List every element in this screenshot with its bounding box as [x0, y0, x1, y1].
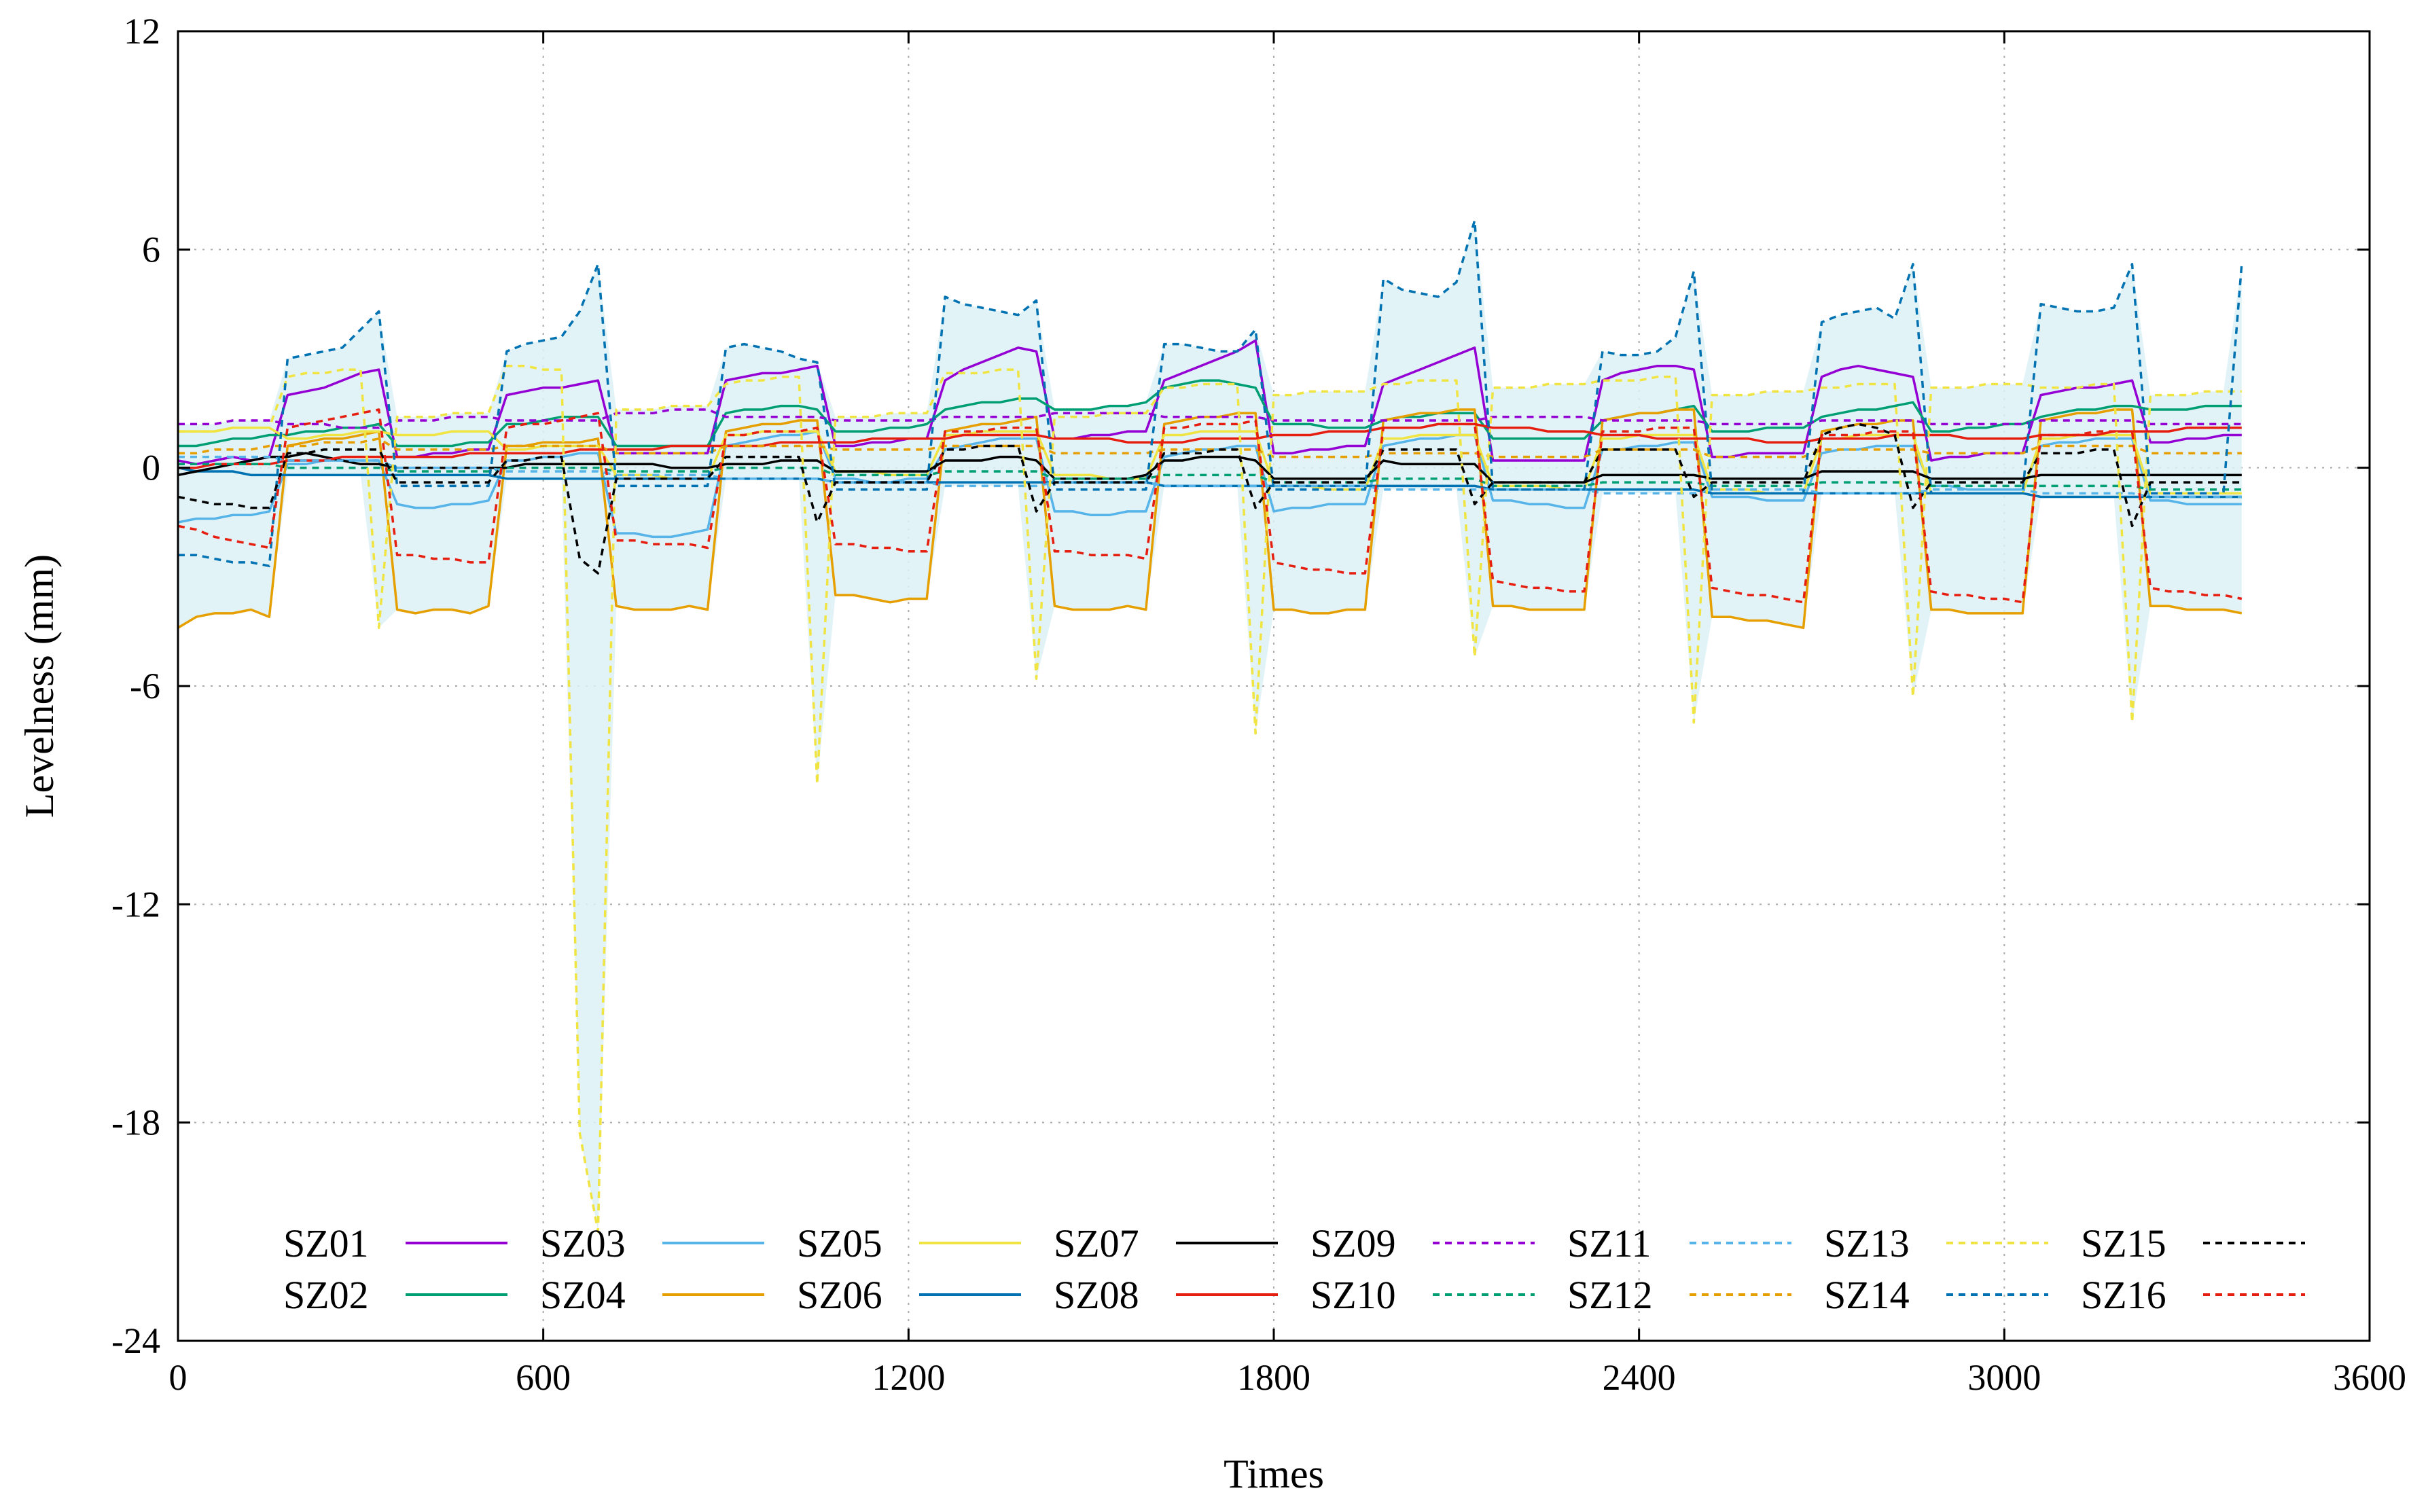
x-tick-label: 1200 [872, 1357, 945, 1398]
legend-label: SZ16 [2081, 1273, 2166, 1317]
y-tick-label: -24 [111, 1320, 160, 1361]
y-tick-label: -12 [111, 884, 160, 924]
series-line-sz13 [178, 364, 2242, 1234]
legend: SZ01 SZ02 SZ03 SZ04 SZ05 SZ06 SZ07 SZ08 SZ09 SZ10… [283, 1221, 2305, 1317]
legend-label: SZ12 [1567, 1273, 1653, 1317]
x-tick-label: 3600 [2333, 1357, 2406, 1398]
legend-label: SZ15 [2081, 1221, 2166, 1265]
legend-label: SZ03 [540, 1221, 626, 1265]
legend-label: SZ09 [1310, 1221, 1396, 1265]
y-axis-title: Levelness (mm) [17, 554, 62, 818]
legend-label: SZ14 [1824, 1273, 1910, 1317]
legend-label: SZ06 [797, 1273, 882, 1317]
x-tick-label: 1800 [1237, 1357, 1310, 1398]
y-tick-label: -18 [111, 1102, 160, 1143]
series-line-sz10 [178, 463, 2242, 491]
y-tick-label: -6 [130, 666, 160, 706]
series-line-sz14 [178, 219, 2243, 568]
series-line-sz11 [178, 455, 2242, 499]
legend-label: SZ07 [1054, 1221, 1139, 1265]
legend-label: SZ10 [1310, 1273, 1396, 1317]
range-envelope [178, 220, 2242, 1232]
series-line-sz15 [177, 422, 2242, 575]
x-axis-title: Times [1224, 1452, 1324, 1496]
legend-label: SZ13 [1824, 1221, 1910, 1265]
x-tick-label: 2400 [1603, 1357, 1676, 1398]
series-line-sz12 [178, 437, 2242, 458]
x-tick-label: 3000 [1967, 1357, 2041, 1398]
legend-label: SZ02 [283, 1273, 369, 1317]
series-line-sz16 [177, 408, 2243, 604]
legend-label: SZ11 [1567, 1221, 1652, 1265]
series-lines [177, 219, 2243, 1234]
axis-ticks: 0 600 1200 1800 2400 3000 3600 -24 -18 -12 -6 0 6 12 [111, 11, 2406, 1398]
legend-label: SZ05 [797, 1221, 882, 1265]
x-tick-label: 600 [516, 1357, 571, 1398]
legend-label: SZ08 [1054, 1273, 1139, 1317]
legend-label: SZ01 [283, 1221, 369, 1265]
series-line-sz07 [177, 452, 2242, 484]
legend-label: SZ04 [540, 1273, 626, 1317]
y-tick-label: 12 [124, 11, 160, 52]
y-tick-label: 6 [142, 229, 160, 270]
envelope-fill [178, 220, 2242, 1232]
x-tick-label: 0 [169, 1357, 188, 1398]
series-line-sz01 [177, 339, 2242, 466]
y-tick-label: 0 [142, 448, 160, 488]
